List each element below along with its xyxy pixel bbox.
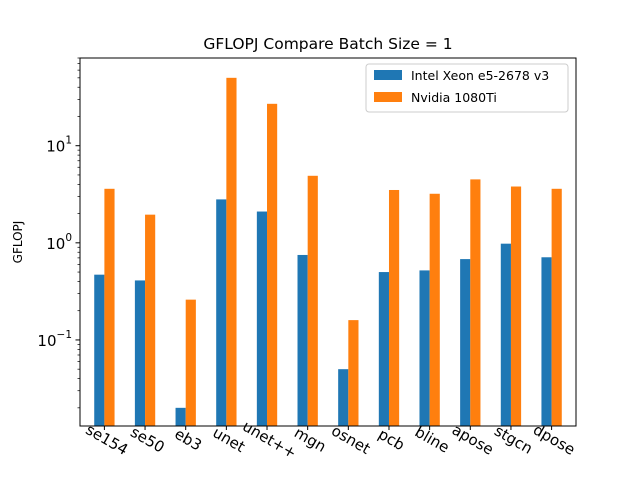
bar-se50-0	[134, 280, 146, 426]
bar-stgcn-0	[500, 243, 511, 426]
bar-se154-0	[94, 274, 105, 426]
bar-dpose-0	[541, 257, 552, 426]
bar-unet++-0	[256, 211, 268, 426]
y-tick-label: 10−1	[37, 329, 72, 350]
bar-se154-1	[104, 188, 115, 426]
y-tick-label: 100	[46, 232, 72, 253]
bar-unet++-1	[267, 103, 278, 426]
bar-osnet-1	[348, 320, 359, 426]
legend-label-1: Nvidia 1080Ti	[411, 90, 497, 105]
legend: Intel Xeon e5-2678 v3 Nvidia 1080Ti	[365, 63, 569, 113]
chart-title: GFLOPJ Compare Batch Size = 1	[203, 35, 452, 53]
bar-pcb-1	[388, 189, 400, 426]
bar-pcb-0	[378, 272, 389, 426]
bar-osnet-0	[338, 369, 349, 426]
legend-swatch-1	[374, 92, 402, 102]
bar-eb3-0	[175, 407, 186, 426]
bar-unet-1	[226, 77, 237, 426]
y-tick-label: 101	[46, 135, 72, 156]
legend-box	[365, 63, 569, 113]
y-axis-label: GFLOPJ	[11, 221, 25, 264]
bar-stgcn-1	[510, 186, 522, 426]
legend-label-0: Intel Xeon e5-2678 v3	[411, 68, 549, 83]
bar-bline-0	[419, 270, 430, 426]
axes-frame	[79, 57, 577, 427]
bar-dpose-1	[551, 188, 562, 426]
y-major-ticks: 10−1 100 101	[37, 135, 80, 350]
bar-mgn-0	[297, 254, 308, 426]
bar-eb3-1	[185, 299, 196, 426]
bar-se50-1	[145, 214, 156, 426]
bar-apose-0	[460, 259, 471, 426]
legend-swatch-0	[374, 70, 402, 80]
bar-bline-1	[429, 193, 440, 426]
bar-mgn-1	[307, 175, 318, 426]
bar-unet-0	[216, 199, 227, 426]
bars-group	[94, 77, 562, 426]
bar-apose-1	[470, 179, 481, 426]
